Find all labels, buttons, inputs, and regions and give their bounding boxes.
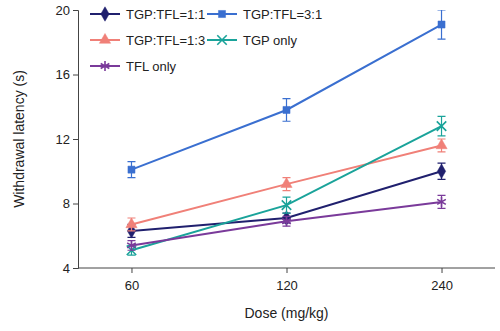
error-bar — [438, 163, 446, 179]
series — [127, 195, 446, 250]
chart-container: 4 8 12 16 20 60 120 240 Dose (mg/kg) Withdrawal l… — [0, 0, 500, 331]
data-point — [128, 166, 135, 173]
x-tick-mark — [131, 268, 132, 273]
data-point — [438, 21, 445, 28]
chart-svg: 4 8 12 16 20 60 120 240 Dose (mg/kg) Withdrawal l… — [0, 0, 500, 331]
data-point — [282, 216, 291, 226]
y-tick-mark — [73, 75, 78, 76]
legend-label: TGP:TFL=3:1 — [243, 7, 322, 22]
error-bar — [438, 195, 446, 208]
y-axis-title: Withdrawal latency (s) — [11, 70, 27, 208]
legend-item: TGP:TFL=1:3 — [90, 33, 205, 48]
x-axis-title: Dose (mg/kg) — [244, 305, 328, 321]
y-tick: 4 — [63, 261, 78, 276]
y-tick: 8 — [63, 196, 78, 211]
y-tick-mark — [73, 10, 78, 11]
y-tick-label: 20 — [56, 3, 70, 18]
data-point — [436, 139, 447, 149]
y-tick-label: 4 — [63, 261, 70, 276]
legend-item: TFL only — [90, 59, 177, 74]
error-bar — [127, 162, 135, 178]
y-tick-mark — [73, 139, 78, 140]
data-point — [437, 164, 445, 178]
legend-item: TGP:TFL=3:1 — [207, 7, 322, 22]
legend-marker — [218, 10, 225, 17]
legend: TGP:TFL=1:1 TGP:TFL=3:1 TGP:TFL=1:3 TGP onl… — [90, 7, 322, 74]
data-point — [283, 106, 290, 113]
x-axis: 60 120 240 — [78, 268, 495, 293]
legend-marker — [217, 35, 226, 44]
x-tick-mark — [442, 268, 443, 273]
plot-area — [126, 10, 447, 255]
x-tick-mark — [287, 268, 288, 273]
x-tick-label: 60 — [125, 278, 139, 293]
error-bar — [283, 197, 291, 213]
x-tick: 240 — [431, 268, 453, 293]
y-tick-label: 8 — [63, 196, 70, 211]
y-axis-line — [73, 11, 79, 269]
series-line — [131, 145, 441, 224]
data-point — [437, 197, 446, 207]
y-axis: 4 8 12 16 20 — [56, 3, 79, 276]
y-tick: 20 — [56, 3, 78, 18]
series-line — [131, 171, 441, 231]
data-point — [281, 178, 292, 188]
y-tick-mark — [73, 268, 78, 269]
series — [126, 139, 447, 231]
legend-marker — [101, 7, 109, 21]
y-tick: 12 — [56, 132, 78, 147]
legend-label: TGP:TFL=1:1 — [126, 7, 205, 22]
error-bar — [283, 216, 291, 226]
data-point — [126, 218, 137, 228]
series-line — [131, 126, 441, 250]
error-bar — [438, 10, 446, 39]
y-tick-label: 16 — [56, 67, 70, 82]
legend-marker — [99, 33, 110, 43]
y-tick: 16 — [56, 67, 78, 82]
y-tick-mark — [73, 204, 78, 205]
data-point — [282, 200, 291, 209]
legend-item: TGP:TFL=1:1 — [90, 7, 205, 22]
legend-label: TFL only — [126, 59, 177, 74]
legend-marker — [101, 61, 110, 71]
error-bar — [283, 99, 291, 122]
x-tick: 120 — [276, 268, 298, 293]
x-tick-label: 120 — [276, 278, 298, 293]
y-tick-label: 12 — [56, 132, 70, 147]
data-point — [127, 240, 136, 250]
x-tick: 60 — [125, 268, 139, 293]
legend-item: TGP only — [207, 33, 297, 48]
series — [127, 163, 445, 238]
legend-label: TGP:TFL=1:3 — [126, 33, 205, 48]
series — [127, 116, 446, 255]
data-point — [437, 121, 446, 130]
error-bar — [438, 116, 446, 135]
x-tick-label: 240 — [431, 278, 453, 293]
error-bar — [127, 241, 135, 251]
legend-label: TGP only — [243, 33, 297, 48]
series-line — [131, 202, 441, 246]
